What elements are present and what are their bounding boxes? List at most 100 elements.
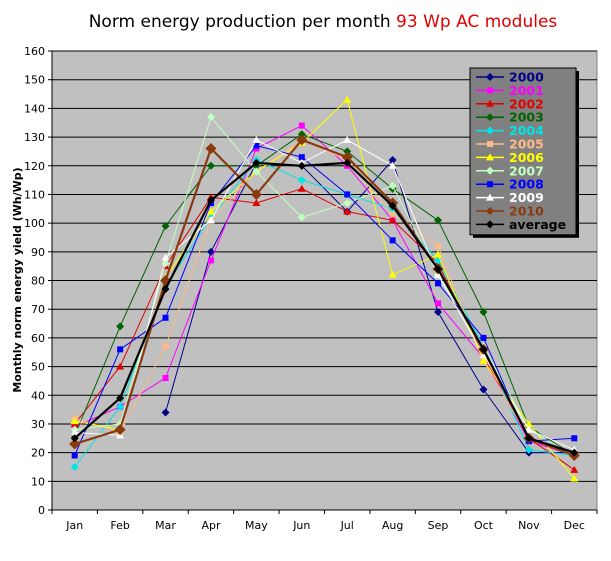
legend-item-2006: 2006 <box>476 150 544 165</box>
legend-item-average: average <box>476 217 566 232</box>
series-line-2005 <box>74 139 575 456</box>
data-point-2005-aug <box>389 211 396 218</box>
data-point-2010-jul <box>341 151 353 163</box>
x-tick-label-may: May <box>245 519 268 532</box>
data-point-2001-sep <box>435 300 442 307</box>
data-point-2000-apr <box>206 247 215 256</box>
series-line-2007 <box>74 116 575 456</box>
series-layer <box>69 95 580 482</box>
series-2003 <box>70 130 579 460</box>
data-point-2006-apr <box>206 207 215 215</box>
legend-label-2003: 2003 <box>509 110 544 125</box>
legend-marker-2005 <box>487 141 493 147</box>
data-point-2000-sep <box>434 308 443 317</box>
data-point-2001-jun <box>298 122 305 129</box>
legend-item-2009: 2009 <box>476 190 544 205</box>
legend-label-2008: 2008 <box>509 177 544 192</box>
legend-marker-2006 <box>486 153 494 161</box>
y-tick-label-20: 20 <box>31 447 45 460</box>
data-point-average-oct <box>479 345 488 354</box>
data-point-2003-mar <box>161 221 170 230</box>
legend-marker-2010 <box>486 207 494 215</box>
y-tick-label-150: 150 <box>24 74 45 87</box>
legend-marker-2009 <box>486 193 494 201</box>
legend-marker-2008 <box>487 181 493 188</box>
x-tick-label-jun: Jun <box>292 519 310 532</box>
y-tick-label-120: 120 <box>24 160 45 173</box>
data-point-2010-jun <box>296 134 308 146</box>
y-axis-label: Monthly norm energy yield (Wh/Wp) <box>11 167 24 392</box>
data-point-average-nov <box>524 434 533 443</box>
legend-marker-2003 <box>486 113 494 122</box>
data-point-2002-feb <box>116 362 125 370</box>
y-tick-label-130: 130 <box>24 131 45 144</box>
data-point-2010-may <box>250 188 262 200</box>
data-point-2000-oct <box>479 385 488 394</box>
legend-marker-average <box>486 220 494 229</box>
x-tick-label-mar: Mar <box>155 519 176 532</box>
legend-marker-2004 <box>486 126 494 135</box>
data-point-2002-jun <box>297 184 306 192</box>
data-point-2008-dec <box>571 435 578 442</box>
legend-marker-2007 <box>486 166 494 175</box>
data-point-2007-jul <box>343 199 352 208</box>
y-axis-ticks: 0 10 20 30 40 50 60 70 80 90 100 110 120 130 140 150 160 <box>24 45 52 517</box>
x-tick-label-aug: Aug <box>382 519 403 532</box>
data-point-2003-apr <box>206 161 215 170</box>
data-point-2002-dec <box>570 465 579 473</box>
legend-label-2007: 2007 <box>509 163 544 178</box>
data-point-2007-apr <box>206 112 215 121</box>
data-point-2000-aug <box>388 156 397 165</box>
data-point-2010-feb <box>114 424 126 436</box>
data-point-average-jun <box>297 161 306 170</box>
y-tick-label-0: 0 <box>38 504 45 517</box>
data-point-average-may <box>252 158 261 167</box>
data-point-2008-oct <box>480 334 487 341</box>
data-point-2003-sep <box>434 216 443 225</box>
data-point-2005-mar <box>162 343 169 350</box>
data-point-2003-jul <box>343 147 352 156</box>
legend-item-2001: 2001 <box>476 83 544 98</box>
data-point-2004-feb <box>116 402 125 411</box>
data-point-2009-may <box>252 135 261 143</box>
y-tick-label-70: 70 <box>31 303 45 316</box>
data-point-average-apr <box>206 196 215 205</box>
y-tick-label-60: 60 <box>31 332 45 345</box>
series-line-average <box>73 161 575 454</box>
data-point-2007-aug <box>388 181 397 190</box>
series-average <box>70 158 579 457</box>
data-point-2010-jan <box>69 438 81 450</box>
data-point-2006-aug <box>388 270 397 278</box>
x-tick-label-nov: Nov <box>518 519 540 532</box>
legend-item-2003: 2003 <box>476 110 544 125</box>
data-point-2003-feb <box>116 322 125 331</box>
legend-label-2006: 2006 <box>509 150 544 165</box>
y-tick-label-160: 160 <box>24 45 45 58</box>
data-point-2009-nov <box>524 425 533 433</box>
data-point-average-jan <box>70 434 79 443</box>
data-point-average-mar <box>161 285 170 294</box>
data-point-2008-mar <box>162 314 169 321</box>
data-point-2008-aug <box>389 237 396 244</box>
legend-label-2005: 2005 <box>509 137 544 152</box>
x-tick-label-sep: Sep <box>428 519 449 532</box>
legend-item-2008: 2008 <box>476 177 544 192</box>
data-point-2008-jan <box>71 452 78 459</box>
series-line-2003 <box>74 133 575 456</box>
legend-marker-2000 <box>486 73 494 81</box>
legend-label-2000: 2000 <box>509 70 544 85</box>
series-2008 <box>71 142 578 459</box>
data-point-2008-sep <box>435 280 442 287</box>
series-line-2009 <box>74 139 575 451</box>
y-tick-label-30: 30 <box>31 418 45 431</box>
data-point-2004-jun <box>297 176 306 185</box>
grid-lines <box>52 50 597 482</box>
data-point-average-jul <box>343 158 352 167</box>
x-axis-ticks: Jan Feb Mar Apr May Jun Jul Aug Sep Oct Nov Dec <box>51 510 598 532</box>
data-point-2000-mar <box>161 408 170 417</box>
x-tick-label-dec: Dec <box>564 519 585 532</box>
y-tick-label-40: 40 <box>31 389 45 402</box>
data-point-2006-jul <box>343 95 352 103</box>
legend-marker-2001 <box>487 87 493 94</box>
legend-label-2001: 2001 <box>509 83 544 98</box>
